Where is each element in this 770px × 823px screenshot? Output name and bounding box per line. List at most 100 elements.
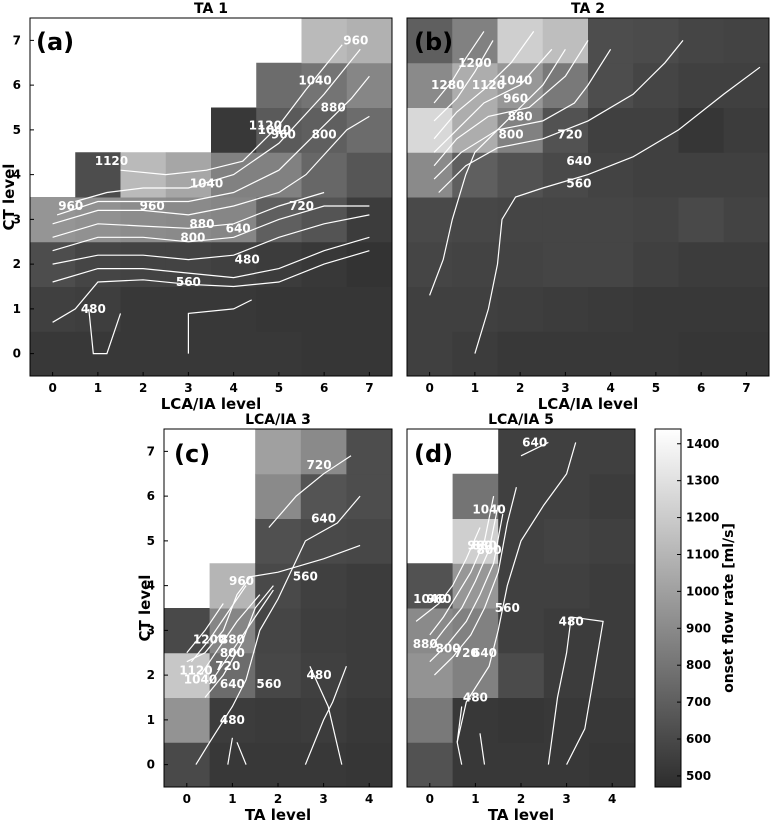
heatmap-cell xyxy=(255,652,302,698)
heatmap-cell xyxy=(346,563,393,609)
y-tick-label: 1 xyxy=(147,713,155,727)
x-tick-label: 7 xyxy=(742,381,750,395)
heatmap-cell xyxy=(346,473,393,519)
heatmap-cell xyxy=(543,608,590,654)
heatmap-cell xyxy=(346,107,393,153)
panel-4: 1040960880800720640560480480104096088080… xyxy=(406,412,636,823)
contour-label: 560 xyxy=(293,570,318,584)
panel-title: TA 1 xyxy=(194,1,228,17)
colorbar-tick-label: 1200 xyxy=(686,511,719,525)
heatmap-cell xyxy=(407,197,453,243)
heatmap-cell xyxy=(301,286,348,332)
heatmap-cell xyxy=(678,197,725,243)
contour-line xyxy=(547,616,604,765)
heatmap-cell xyxy=(165,152,212,198)
y-tick-label: 3 xyxy=(147,623,155,637)
y-tick-label: 1 xyxy=(13,302,21,316)
heatmap-cell xyxy=(255,429,302,475)
heatmap-cell xyxy=(209,742,256,788)
heatmap-cell xyxy=(497,197,544,243)
contour-label: 560 xyxy=(176,275,201,289)
heatmap-cell xyxy=(498,563,545,609)
heatmap-cell xyxy=(164,742,211,788)
heatmap-cell xyxy=(300,652,347,698)
heatmap-cell xyxy=(346,241,393,287)
y-tick-label: 4 xyxy=(13,168,21,182)
x-tick-label: 0 xyxy=(426,792,434,806)
contour-line xyxy=(429,495,495,636)
heatmap-cell xyxy=(497,18,544,64)
contour-label: 960 xyxy=(229,574,254,588)
contour-line xyxy=(433,40,589,167)
heatmap-cell xyxy=(301,331,348,377)
contour-line xyxy=(52,205,370,252)
contour-line xyxy=(200,594,261,676)
x-tick-label: 4 xyxy=(365,792,373,806)
colorbar-tick-label: 1000 xyxy=(686,584,719,598)
x-tick-label: 4 xyxy=(608,792,616,806)
heatmap-cell xyxy=(542,152,589,198)
heatmap-cell xyxy=(255,742,302,788)
heatmap-cell xyxy=(452,563,499,609)
heatmap-cell xyxy=(300,742,347,788)
panel-title: LCA/IA 3 xyxy=(245,412,311,428)
contour-line xyxy=(52,191,325,238)
heatmap-cell xyxy=(543,652,590,698)
heatmap-cell xyxy=(300,473,347,519)
heatmap-cell xyxy=(346,697,393,743)
contour-line xyxy=(227,737,233,765)
heatmap-cell xyxy=(255,473,302,519)
y-tick-label: 2 xyxy=(13,257,21,271)
heatmap-cell xyxy=(346,331,393,377)
heatmap-cell xyxy=(256,241,302,287)
contour-label: 800 xyxy=(220,646,245,660)
heatmap-cell xyxy=(589,518,636,564)
colorbar-label: onset flow rate [ml/s] xyxy=(721,523,737,693)
contour-label: 640 xyxy=(472,646,497,660)
heatmap-cell xyxy=(633,18,679,64)
y-tick-label: 2 xyxy=(147,668,155,682)
heatmap-cell xyxy=(497,241,544,287)
colorbar-gradient xyxy=(654,428,682,788)
heatmap-cell xyxy=(407,697,454,743)
heatmap-cell xyxy=(407,107,453,153)
heatmap-cell xyxy=(452,608,499,654)
heatmap-cell xyxy=(300,608,347,654)
y-tick-label: 6 xyxy=(13,78,21,92)
heatmap-cell xyxy=(588,18,634,64)
heatmap-cell xyxy=(723,62,770,108)
contour-label: 1120 xyxy=(95,154,128,168)
contour-line xyxy=(209,589,274,685)
heatmap-cell xyxy=(498,652,545,698)
heatmap-cell xyxy=(723,152,770,198)
heatmap-cell xyxy=(211,197,257,243)
x-tick-label: 2 xyxy=(139,381,147,395)
x-tick-label: 4 xyxy=(229,381,237,395)
heatmap-cell xyxy=(346,608,393,654)
heatmap-cell xyxy=(256,286,302,332)
contour-line xyxy=(52,214,370,265)
colorbar-tick-label: 900 xyxy=(686,621,711,635)
colorbar: 500 600 700 800 900 1000 1100 1200 1300 1400 onset… xyxy=(654,428,737,788)
panel-letter: (c) xyxy=(174,440,210,468)
contour-label: 1040 xyxy=(413,592,446,606)
contour-label: 1200 xyxy=(193,632,226,646)
heatmap-cell xyxy=(255,608,302,654)
heatmap-cell xyxy=(209,652,256,698)
heatmap-cell xyxy=(120,197,167,243)
y-tick-label: 6 xyxy=(147,489,155,503)
contour-label: 1040 xyxy=(190,177,223,191)
contour-label: 880 xyxy=(189,217,214,231)
heatmap-cell xyxy=(300,429,347,475)
heatmap-cell xyxy=(452,152,498,198)
contour-label: 560 xyxy=(566,177,591,191)
x-axis-label: TA level xyxy=(245,806,311,823)
contour-label: 880 xyxy=(321,101,346,115)
contour-line xyxy=(520,441,549,457)
contour-line xyxy=(190,585,247,663)
contour-line xyxy=(433,487,517,676)
contour-line xyxy=(187,299,252,354)
x-tick-label: 1 xyxy=(471,381,479,395)
heatmap-cell xyxy=(543,429,590,475)
heatmap-cell xyxy=(300,563,347,609)
